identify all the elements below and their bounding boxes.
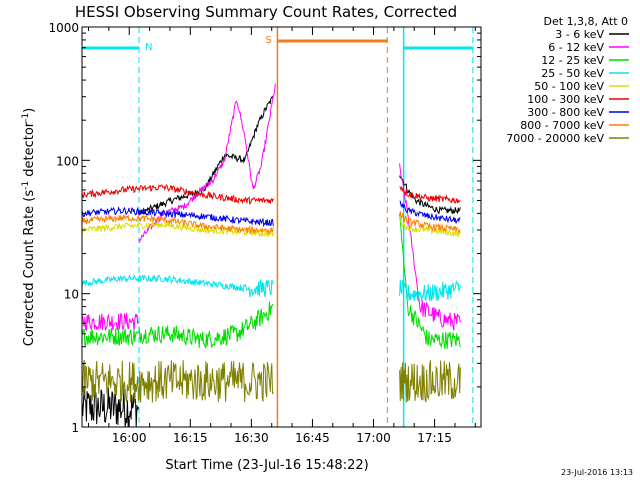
legend-entry: 25 - 50 keV (541, 67, 604, 80)
plot-frame (81, 26, 482, 428)
x-tick-label: 16:15 (173, 431, 208, 445)
series-line (81, 183, 274, 205)
x-tick-label: 17:15 (417, 431, 452, 445)
series-5 (81, 183, 461, 205)
series-2 (81, 213, 461, 350)
y-axis: 1 10 100 1000 (48, 21, 481, 435)
series-line (138, 83, 276, 244)
chart-title: HESSI Observing Summary Count Rates, Cor… (75, 3, 457, 21)
marker-label: S (265, 35, 271, 46)
x-tick-label: 16:45 (295, 431, 330, 445)
series-line (399, 213, 461, 350)
series-line (399, 218, 461, 238)
y-axis-label: Corrected Count Rate (s-1 detector-1) (21, 108, 37, 346)
series-7 (81, 211, 461, 235)
series-line (399, 185, 461, 204)
series-line (81, 220, 274, 238)
series-6 (81, 200, 461, 228)
legend-entry: 12 - 25 keV (541, 54, 604, 67)
x-tick-label: 16:00 (112, 431, 147, 445)
series-line (399, 279, 461, 302)
marker-label: N (145, 42, 152, 53)
x-axis-label: Start Time (23-Jul-16 15:48:22) (165, 458, 368, 473)
legend-entry: 300 - 800 keV (527, 106, 604, 119)
series-line (399, 175, 461, 215)
legend-entry: 7000 - 20000 keV (506, 132, 604, 145)
series-line (399, 211, 461, 235)
series-line (138, 301, 274, 349)
x-axis: 16:00 16:15 16:30 16:45 17:00 17:15 (88, 27, 476, 445)
legend-header: Det 1,3,8, Att 0 (544, 15, 628, 28)
x-tick-label: 16:30 (234, 431, 269, 445)
data-series (81, 83, 461, 428)
series-line (81, 386, 139, 428)
series-line (81, 359, 274, 403)
series-line (138, 95, 274, 216)
x-tick-label: 17:00 (356, 431, 391, 445)
legend-entry: 50 - 100 keV (534, 80, 604, 93)
y-tick-label: 10 (64, 288, 79, 302)
legend-entry: 100 - 300 keV (527, 93, 604, 106)
series-line (81, 273, 274, 298)
legend-entry: 6 - 12 keV (548, 41, 604, 54)
series-0 (81, 95, 461, 428)
series-line (81, 312, 139, 332)
legend-entry: 800 - 7000 keV (520, 119, 604, 132)
series-line (81, 327, 139, 347)
y-tick-label: 100 (56, 154, 79, 168)
series-line (399, 200, 461, 224)
series-line (399, 163, 461, 331)
series-8 (81, 359, 461, 403)
series-line (81, 205, 274, 228)
y-tick-label: 1000 (48, 21, 79, 35)
series-1 (81, 83, 461, 332)
series-line (81, 213, 274, 235)
series-3 (81, 273, 461, 302)
timestamp: 23-Jul-2016 13:13 (561, 468, 633, 477)
legend-entry: 3 - 6 keV (555, 28, 604, 41)
series-line (399, 360, 461, 403)
y-tick-label: 1 (71, 421, 79, 435)
mode-markers: NS (82, 27, 474, 427)
